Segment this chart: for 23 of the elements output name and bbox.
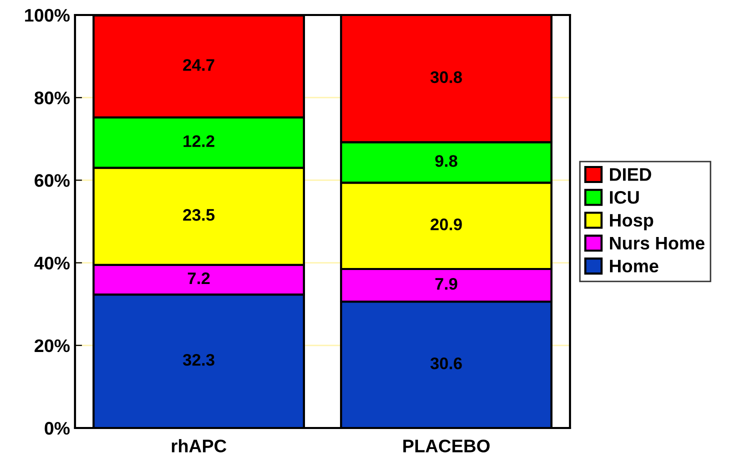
data-label: 32.3: [182, 354, 214, 366]
data-label: 24.7: [183, 59, 214, 71]
legend-label: ICU: [610, 190, 639, 204]
legend-label: Nurs Home: [610, 236, 704, 250]
data-label: 30.8: [430, 71, 462, 84]
y-tick-label: 100%: [25, 8, 70, 22]
y-tick-label: 0%: [44, 422, 70, 435]
data-label: 30.6: [430, 357, 462, 370]
legend-label: Hosp: [610, 214, 654, 230]
y-tick-label: 60%: [34, 174, 70, 187]
legend-label: Home: [610, 260, 658, 272]
data-label: 20.9: [430, 218, 462, 230]
y-tick-label: 40%: [34, 256, 70, 270]
y-tick-label: 20%: [34, 339, 70, 352]
legend-label: DIED: [610, 168, 652, 181]
x-tick-label: PLACEBO: [403, 440, 490, 452]
data-label: 23.5: [183, 209, 215, 221]
data-label: 12.2: [184, 135, 214, 147]
data-label: 7.9: [435, 278, 458, 290]
y-tick-label: 80%: [34, 92, 70, 104]
data-label: 7.2: [188, 272, 210, 284]
data-label: 9.8: [435, 155, 458, 167]
x-tick-label: rhAPC: [172, 439, 226, 452]
